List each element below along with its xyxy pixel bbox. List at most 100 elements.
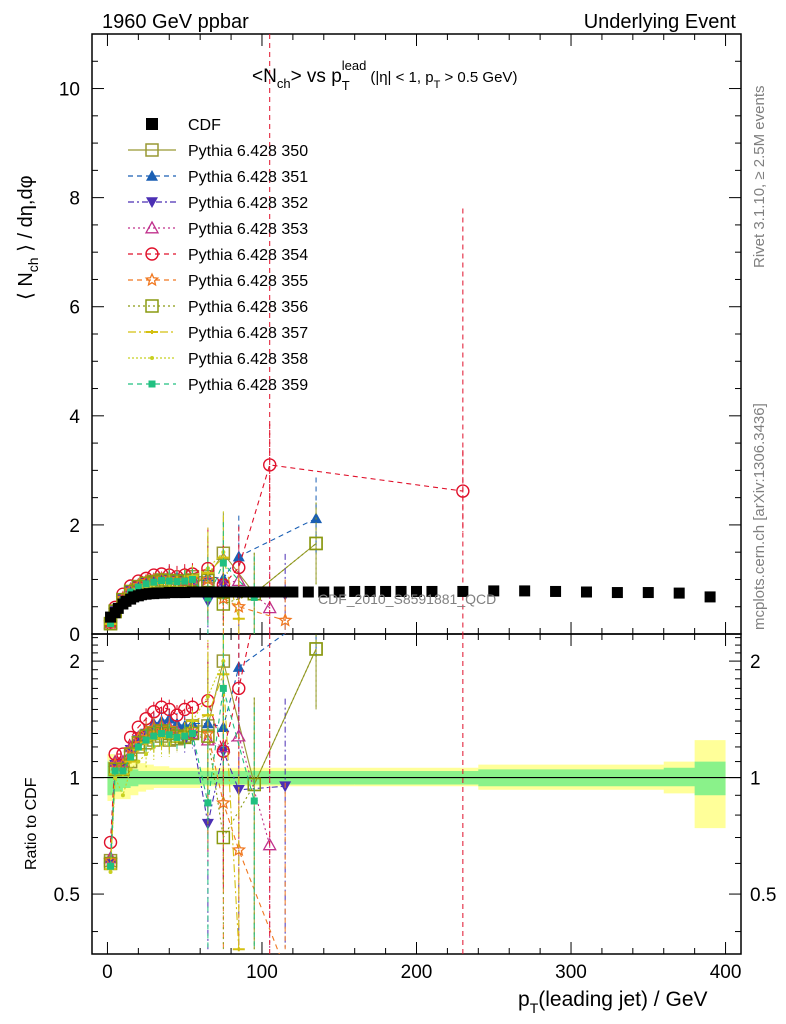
- legend-entry: Pythia 6.428 352: [128, 195, 308, 212]
- data-point: [150, 356, 154, 360]
- legend-entry: Pythia 6.428 359: [128, 377, 308, 394]
- legend-entry: Pythia 6.428 354: [128, 247, 308, 264]
- ratio-tick-label: 0.5: [54, 885, 80, 906]
- data-point: [277, 612, 293, 627]
- data-point: [194, 586, 206, 598]
- y-axis-label: ⟨ Nch ⟩ / dη,dφ: [15, 175, 41, 300]
- y-tick-label: 4: [69, 407, 80, 428]
- data-point: [144, 752, 149, 757]
- y-tick-label: 2: [69, 516, 80, 537]
- ratio-line: [109, 660, 224, 873]
- data-point: [217, 586, 229, 598]
- series-layer: [103, 34, 716, 954]
- data-point: [232, 947, 245, 952]
- xlabel-b: (leading jet) / GeV: [538, 988, 707, 1011]
- ylabel-b: ⟩ / dη,dφ: [15, 175, 37, 257]
- data-point: [150, 732, 158, 740]
- data-point: [202, 586, 214, 598]
- header-left: 1960 GeV ppbar: [102, 11, 249, 33]
- x-tick-label: 300: [555, 962, 587, 983]
- data-point: [204, 594, 212, 602]
- x-tick-label: 200: [401, 962, 433, 983]
- data-point: [201, 818, 214, 830]
- plot-title: <Nch> vs pTlead(|η| < 1, pT > 0.5 GeV): [252, 58, 517, 93]
- data-point: [108, 870, 113, 875]
- data-point: [426, 585, 438, 597]
- title-vs: > vs p: [291, 66, 342, 87]
- legend-label: Pythia 6.428 354: [188, 247, 308, 264]
- data-point: [145, 143, 159, 157]
- title-ch: ch: [277, 76, 291, 91]
- data-point: [204, 799, 212, 807]
- ratio-series: [103, 634, 464, 954]
- x-tick-label: 400: [710, 962, 742, 983]
- legend-label: Pythia 6.428 359: [188, 377, 308, 394]
- data-point: [221, 659, 226, 664]
- legend-entry: Pythia 6.428 357: [128, 325, 308, 342]
- data-point: [190, 719, 195, 724]
- data-point: [158, 729, 166, 737]
- data-point: [188, 575, 196, 583]
- ylabel-a: ⟨ N: [15, 272, 37, 300]
- data-point: [309, 536, 323, 551]
- data-point: [142, 736, 150, 744]
- ratio-tick-label-right: 1: [750, 769, 761, 790]
- data-point: [107, 862, 115, 870]
- data-point: [146, 330, 158, 334]
- ratio-line: [109, 688, 255, 867]
- data-point: [123, 739, 138, 753]
- data-point: [142, 580, 150, 588]
- axes: 0 100 200 300 400 0 2 4 6 8 10 0.5 0.5 1 1 2 2: [54, 33, 776, 983]
- data-point: [233, 586, 245, 598]
- data-point: [232, 681, 246, 696]
- data-point: [181, 732, 189, 740]
- legend-label: Pythia 6.428 356: [188, 299, 308, 316]
- legend-label: Pythia 6.428 353: [188, 221, 308, 238]
- ratio-tick-label-right: 0.5: [750, 885, 776, 906]
- xlabel-a: p: [518, 988, 530, 1011]
- data-point: [250, 797, 258, 805]
- data-point: [127, 753, 135, 761]
- data-point: [165, 577, 173, 585]
- data-point: [302, 586, 314, 598]
- title-lead: lead: [342, 58, 367, 73]
- data-point: [611, 587, 623, 599]
- data-point: [395, 585, 407, 597]
- y-tick-label: 6: [69, 298, 80, 319]
- data-point: [136, 759, 141, 764]
- legend: CDF Pythia 6.428 350 Pythia 6.428 351 Pythi…: [128, 117, 308, 394]
- legend-label: Pythia 6.428 350: [188, 143, 308, 160]
- x-axis-label: pT(leading jet) / GeV: [518, 988, 708, 1016]
- y-tick-label: 10: [59, 80, 80, 101]
- ratio-uncertainty-band: [92, 740, 741, 829]
- legend-entry: Pythia 6.428 358: [128, 351, 308, 368]
- data-point: [113, 775, 118, 780]
- data-point: [318, 586, 330, 598]
- data-point: [103, 835, 118, 850]
- data-point: [173, 733, 181, 741]
- title-main: <N: [252, 66, 277, 87]
- data-point: [146, 197, 158, 208]
- data-point: [165, 731, 173, 739]
- data-point: [411, 585, 422, 597]
- legend-label: Pythia 6.428 355: [188, 273, 308, 290]
- data-point: [219, 559, 227, 567]
- data-point: [119, 767, 127, 775]
- legend-entry: Pythia 6.428 351: [128, 169, 308, 186]
- data-point: [519, 585, 531, 597]
- legend-label: Pythia 6.428 357: [188, 325, 308, 342]
- data-point: [673, 587, 685, 599]
- data-point: [154, 700, 169, 714]
- side-text-rivet: Rivet 3.1.10, ≥ 2.5M events: [751, 86, 768, 269]
- data-point: [158, 577, 166, 585]
- series-line: [109, 517, 317, 624]
- band-inner: [107, 761, 726, 796]
- data-point: [134, 583, 142, 591]
- data-point: [333, 586, 345, 598]
- ratio-tick-label: 1: [69, 769, 80, 790]
- ratio-panel-frame: [91, 633, 742, 955]
- data-point: [231, 599, 247, 613]
- legend-entry: Pythia 6.428 355: [128, 272, 308, 290]
- data-point: [219, 684, 227, 692]
